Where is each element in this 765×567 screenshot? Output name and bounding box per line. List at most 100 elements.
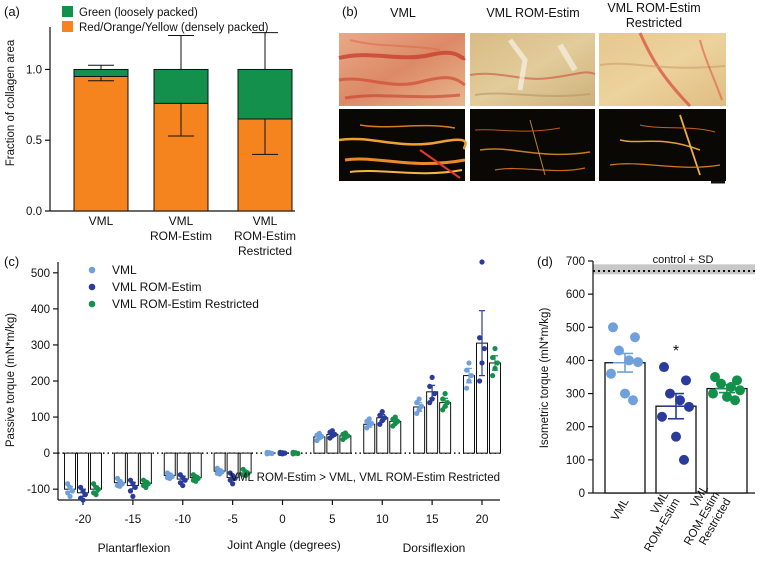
panel-c-x-tick-label: 5 xyxy=(329,514,335,526)
panel-a-x-tick-label: VML xyxy=(169,214,194,228)
panel-c-data-point xyxy=(481,345,487,352)
panel-c-data-point xyxy=(395,418,401,424)
panel-d-data-point xyxy=(665,388,675,399)
panel-a-bar-loosely-packed xyxy=(74,69,128,77)
panel-d-data-point xyxy=(726,381,736,392)
panel-c-y-tick-label: 500 xyxy=(31,268,50,280)
panel-c-annotation: VML ROM-Estim > VML, VML ROM-Estim Restr… xyxy=(230,472,500,484)
panel-c-data-point xyxy=(464,385,470,391)
panel-d-x-tick-label-group: VML xyxy=(609,496,632,523)
panel-d-reference-label: control + SD xyxy=(653,254,714,266)
panel-b-col-label-restricted-line1: VML ROM-Estim xyxy=(607,1,700,15)
panel-d-data-point xyxy=(681,375,691,386)
panel-a-legend-swatch xyxy=(62,21,73,32)
panel-d-data-point xyxy=(606,368,616,379)
panel-b-label: (b) xyxy=(342,4,358,19)
panel-c-legend-label: VML xyxy=(112,263,137,277)
panel-c-data-point xyxy=(429,396,435,402)
panel-d-y-tick-label: 100 xyxy=(566,455,585,467)
panel-c-data-point xyxy=(416,396,422,402)
panel-d-y-tick-label: 500 xyxy=(566,322,585,334)
panel-c-legend-label: VML ROM-Estim xyxy=(112,280,202,294)
panel-a-y-tick-label: 0.0 xyxy=(26,206,42,218)
panel-d-x-tick-label: VML xyxy=(609,496,632,523)
panel-c-y-tick-label: 200 xyxy=(31,376,50,388)
panel-c-data-point xyxy=(466,378,472,384)
panel-c-data-point xyxy=(143,484,149,490)
panel-b-col-label-rom-estim: VML ROM-Estim xyxy=(486,6,579,20)
panel-c-data-point xyxy=(292,450,299,456)
panel-a-bar-loosely-packed xyxy=(238,69,292,119)
panel-c-y-tick-label: 100 xyxy=(31,412,50,424)
panel-d-y-tick-label: 700 xyxy=(566,256,585,268)
panel-d-reference-band xyxy=(593,264,755,275)
panel-c-y-tick-label: -100 xyxy=(27,484,50,496)
panel-c-data-point xyxy=(130,493,136,499)
panel-c-label: (c) xyxy=(4,254,19,269)
panel-c-data-point xyxy=(80,497,86,503)
panel-c-data-point xyxy=(490,354,496,361)
panel-c-data-point xyxy=(477,335,483,341)
panel-a-label: (a) xyxy=(4,4,20,19)
panel-c-plantarflexion-label: Plantarflexion xyxy=(98,541,171,555)
panel-c-data-point xyxy=(266,450,273,456)
panel-c-data-point xyxy=(444,400,451,406)
panel-c-y-tick-label: 300 xyxy=(31,340,50,352)
panel-d-data-point xyxy=(620,388,630,399)
panel-c-x-tick-label: -10 xyxy=(174,514,191,526)
panel-c-dorsiflexion-label: Dorsiflexion xyxy=(403,541,466,555)
panel-c-data-point xyxy=(329,428,335,434)
panel-c-data-point xyxy=(479,259,485,265)
panel-c-data-point xyxy=(369,420,375,427)
panel-d: (d) Isometric torque (mN*m/kg) 0 100 200 30… xyxy=(537,254,755,554)
panel-c-data-point xyxy=(67,493,73,499)
panel-c-data-point xyxy=(418,403,425,409)
panel-b-col-label-vml: VML xyxy=(390,6,416,20)
panel-d-axes: 0 100 200 300 400 500 600 700 xyxy=(566,256,755,500)
panel-c-data-point xyxy=(492,365,498,371)
panel-c-x-tick-label: 0 xyxy=(279,514,285,526)
panel-c-data-point xyxy=(69,488,75,494)
panel-c-data-point xyxy=(167,475,173,481)
panel-d-significance-marker: * xyxy=(673,343,679,360)
panel-d-data-point xyxy=(614,345,624,356)
panel-c-legend-marker xyxy=(88,266,96,274)
panel-a-bar-loosely-packed xyxy=(154,69,208,104)
panel-c-legend: VML VML ROM-Estim VML ROM-Estim Restricted xyxy=(88,263,259,311)
panel-a-legend-label: Red/Orange/Yellow (densely packed) xyxy=(79,22,269,34)
panel-d-data-point xyxy=(624,355,634,366)
panel-d-data-point xyxy=(710,372,720,382)
panel-c-x-tick-label: 20 xyxy=(476,514,489,526)
panel-c-data-point xyxy=(342,430,348,436)
panel-c-x-tick-label: -5 xyxy=(228,514,238,526)
panel-c-y-tick-label: 0 xyxy=(44,448,50,460)
panel-d-data-point xyxy=(675,395,685,406)
scale-bar xyxy=(711,181,725,184)
panel-c-x-tick-label: 10 xyxy=(376,514,389,526)
micrograph-restricted-brightfield xyxy=(599,32,726,108)
panel-a-bars xyxy=(73,32,293,212)
panel-a-bar-densely-packed xyxy=(74,76,128,212)
panel-b-col-label-restricted-line2: Restricted xyxy=(626,16,682,30)
panel-a-x-tick-label: Restricted xyxy=(238,244,292,258)
panel-c-bars xyxy=(64,259,501,503)
panel-d-data-point xyxy=(708,388,718,399)
panel-d-data-point xyxy=(628,395,638,406)
panel-c-data-point xyxy=(468,372,474,379)
panel-a: (a) Fraction of collagen area 0.00.51.0 … xyxy=(4,4,296,258)
panel-c-data-point xyxy=(466,360,472,366)
panel-c-x-tick-label: -20 xyxy=(75,514,92,526)
panel-d-data-point xyxy=(671,431,681,442)
panel-a-y-tick-label: 1.0 xyxy=(26,64,42,76)
micrograph-rom-estim-brightfield xyxy=(469,33,596,106)
micrograph-rom-estim-polarized xyxy=(470,109,595,181)
micrograph-restricted-polarized xyxy=(599,109,726,181)
panel-c-data-point xyxy=(82,491,88,498)
panel-d-data-point xyxy=(633,357,643,368)
panel-c-data-point xyxy=(382,415,388,421)
panel-c-data-point xyxy=(379,409,385,415)
panel-d-y-tick-label: 200 xyxy=(566,422,585,434)
panel-c-legend-label: VML ROM-Estim Restricted xyxy=(112,297,259,311)
panel-c-data-point xyxy=(477,378,483,384)
panel-c-data-point xyxy=(479,360,485,366)
